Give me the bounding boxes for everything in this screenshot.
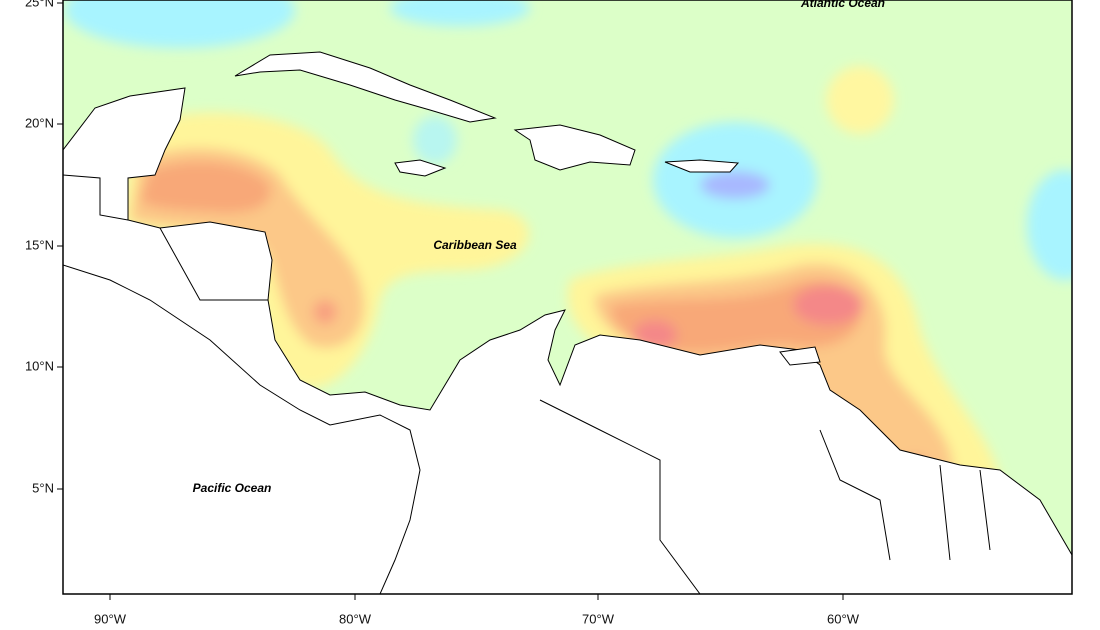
x-tick-label: 90°W bbox=[94, 611, 127, 626]
pacific-coast bbox=[63, 264, 421, 594]
y-tick-label: 25°N bbox=[25, 0, 54, 9]
x-tick-label: 80°W bbox=[339, 611, 372, 626]
borders bbox=[63, 174, 991, 594]
yellow-zone bbox=[826, 66, 894, 134]
cyan-zone bbox=[1027, 170, 1072, 280]
trinidad bbox=[779, 346, 821, 366]
x-tick-label: 70°W bbox=[582, 611, 615, 626]
y-tick-label: 20°N bbox=[25, 115, 54, 130]
cuba bbox=[234, 51, 497, 123]
mainland bbox=[63, 87, 1072, 594]
cyan-zone bbox=[413, 116, 457, 164]
y-tick-label: 10°N bbox=[25, 358, 54, 373]
x-tick-label: 60°W bbox=[827, 611, 860, 626]
map-frame bbox=[62, 0, 1073, 595]
red-zone bbox=[313, 300, 337, 324]
place-label: Caribbean Sea bbox=[433, 238, 517, 252]
jamaica bbox=[394, 159, 447, 177]
cyan-zone bbox=[65, 0, 295, 48]
blue-zone bbox=[700, 171, 770, 199]
cyan-zone bbox=[390, 0, 530, 26]
y-tick-label: 15°N bbox=[25, 237, 54, 252]
red-zone bbox=[793, 285, 863, 325]
y-tick-label: 5°N bbox=[32, 480, 54, 495]
map-field bbox=[63, 0, 1072, 594]
puerto-rico bbox=[664, 159, 740, 173]
hispaniola bbox=[513, 124, 636, 171]
place-label: Atlantic Ocean bbox=[800, 0, 885, 10]
orange-zone bbox=[140, 161, 271, 213]
place-label: Pacific Ocean bbox=[193, 481, 272, 495]
